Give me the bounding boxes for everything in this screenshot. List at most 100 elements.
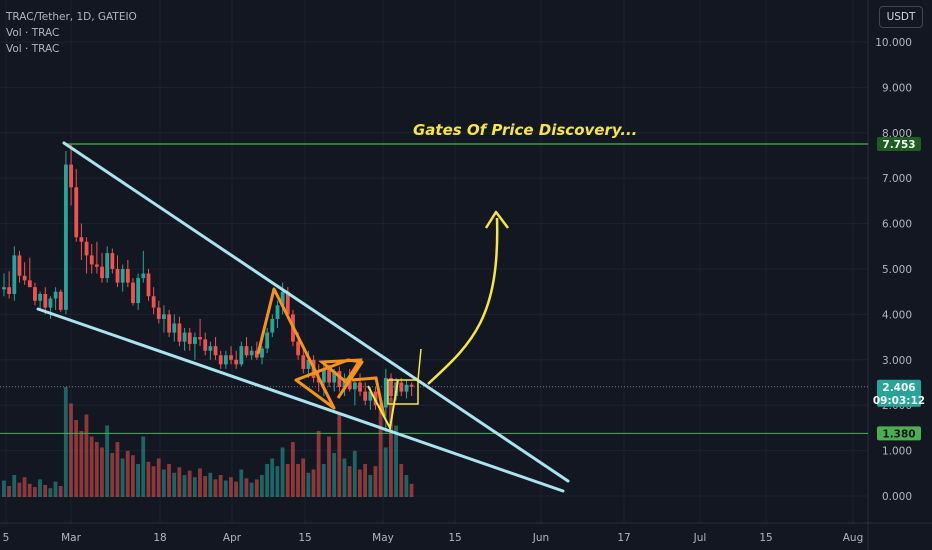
volume-bar bbox=[378, 403, 383, 497]
volume-bar bbox=[203, 476, 208, 497]
candle-body bbox=[27, 280, 32, 288]
orange-pattern-path bbox=[256, 287, 364, 410]
price-axis[interactable]: 0.0001.0002.0003.0004.0005.0006.0007.000… bbox=[875, 37, 912, 503]
candle-body bbox=[48, 298, 53, 308]
candle-body bbox=[193, 337, 197, 344]
volume-bar bbox=[270, 458, 275, 497]
volume-bar bbox=[409, 483, 414, 497]
drawings bbox=[36, 141, 570, 493]
volume-bar bbox=[53, 481, 58, 497]
candle-body bbox=[244, 346, 249, 356]
volume-bar bbox=[244, 478, 249, 497]
volume-bar bbox=[172, 472, 177, 497]
candle-body bbox=[2, 287, 6, 290]
volume-bar bbox=[363, 464, 367, 497]
currency-button[interactable]: USDT bbox=[879, 6, 923, 28]
candle-body bbox=[296, 341, 301, 356]
candle-body bbox=[229, 355, 233, 360]
y-tick-label: 4.000 bbox=[882, 309, 912, 321]
volume-bar bbox=[84, 414, 89, 497]
volume-bar bbox=[167, 464, 171, 497]
volume-bar bbox=[234, 481, 238, 497]
volume-bar bbox=[208, 472, 213, 497]
volume-bar bbox=[74, 420, 79, 497]
candle-body bbox=[280, 291, 285, 306]
candle-body bbox=[203, 339, 208, 351]
candle-body bbox=[301, 355, 306, 369]
candle-body bbox=[234, 359, 239, 365]
x-tick-label: 18 bbox=[153, 532, 166, 544]
x-tick-label: Apr bbox=[223, 532, 242, 544]
candle-body bbox=[218, 355, 223, 365]
candle-body bbox=[322, 368, 326, 383]
candle-body bbox=[182, 332, 187, 342]
volume-bar bbox=[311, 469, 316, 497]
candle-body bbox=[260, 348, 264, 358]
volume-bar bbox=[32, 487, 37, 497]
volume-bar bbox=[63, 387, 68, 497]
volume-bar bbox=[43, 484, 48, 497]
volume-bar bbox=[327, 436, 331, 497]
candle-body bbox=[249, 350, 254, 356]
candle-body bbox=[53, 291, 58, 299]
x-tick-label: May bbox=[372, 532, 394, 544]
volume-bar bbox=[136, 464, 140, 497]
volume-indicator-label[interactable]: Vol · TRAC bbox=[6, 27, 60, 39]
candle-body bbox=[136, 278, 141, 304]
volume-bar bbox=[347, 466, 352, 497]
volume-histogram bbox=[2, 387, 414, 497]
annotations: Gates Of Price Discovery... bbox=[413, 121, 637, 139]
candle-body bbox=[38, 293, 43, 301]
y-tick-label: 8.000 bbox=[882, 128, 912, 140]
volume-bar bbox=[115, 442, 120, 497]
volume-bar bbox=[192, 477, 197, 497]
consolidation-box bbox=[387, 379, 419, 405]
volume-bar bbox=[125, 450, 130, 497]
x-tick-label: Jun bbox=[532, 532, 549, 544]
candle-body bbox=[399, 382, 404, 392]
volume-bar bbox=[358, 469, 362, 497]
volume-bar bbox=[12, 475, 17, 497]
candle-body bbox=[265, 332, 270, 349]
candle-body bbox=[383, 377, 388, 408]
orange-triangle bbox=[318, 358, 363, 385]
volume-indicator-label-2[interactable]: Vol · TRAC bbox=[6, 43, 60, 55]
y-tick-label: 9.000 bbox=[882, 82, 912, 94]
orange-zigzag bbox=[351, 376, 386, 417]
volume-bar bbox=[141, 436, 146, 497]
volume-bar bbox=[151, 466, 156, 497]
candle-body bbox=[105, 253, 110, 279]
candle-body bbox=[363, 391, 368, 401]
candle-body bbox=[146, 273, 151, 297]
volume-bar bbox=[260, 475, 264, 497]
candle-body bbox=[254, 350, 259, 358]
candle-body bbox=[17, 255, 22, 276]
candle-body bbox=[332, 371, 337, 383]
time-axis[interactable]: 5 Mar 18 Apr 15 May 15 Jun 17 Jul 15 Aug bbox=[3, 532, 864, 544]
candle-body bbox=[115, 269, 120, 283]
volume-bar bbox=[22, 477, 27, 497]
volume-bar bbox=[7, 486, 11, 497]
volume-bar bbox=[161, 469, 166, 497]
y-tick-label: 7.000 bbox=[882, 173, 912, 185]
x-tick-label: Aug bbox=[843, 532, 864, 544]
candle-body bbox=[404, 384, 409, 392]
candle-body bbox=[358, 382, 362, 392]
volume-bar bbox=[306, 472, 311, 497]
candle-body bbox=[239, 346, 244, 365]
candle-body bbox=[125, 269, 130, 283]
volume-bar bbox=[316, 431, 321, 497]
candle-body bbox=[187, 332, 192, 344]
candle-body bbox=[69, 164, 73, 188]
volume-bar bbox=[223, 480, 228, 497]
y-tick-label: 1.000 bbox=[882, 446, 912, 458]
candle-body bbox=[306, 359, 311, 369]
candle-body bbox=[151, 296, 156, 308]
symbol-title[interactable]: TRAC/Tether, 1D, GATEIO bbox=[6, 11, 137, 23]
last-price-badge-text: 2.406 bbox=[882, 382, 915, 394]
volume-bar bbox=[48, 488, 53, 497]
